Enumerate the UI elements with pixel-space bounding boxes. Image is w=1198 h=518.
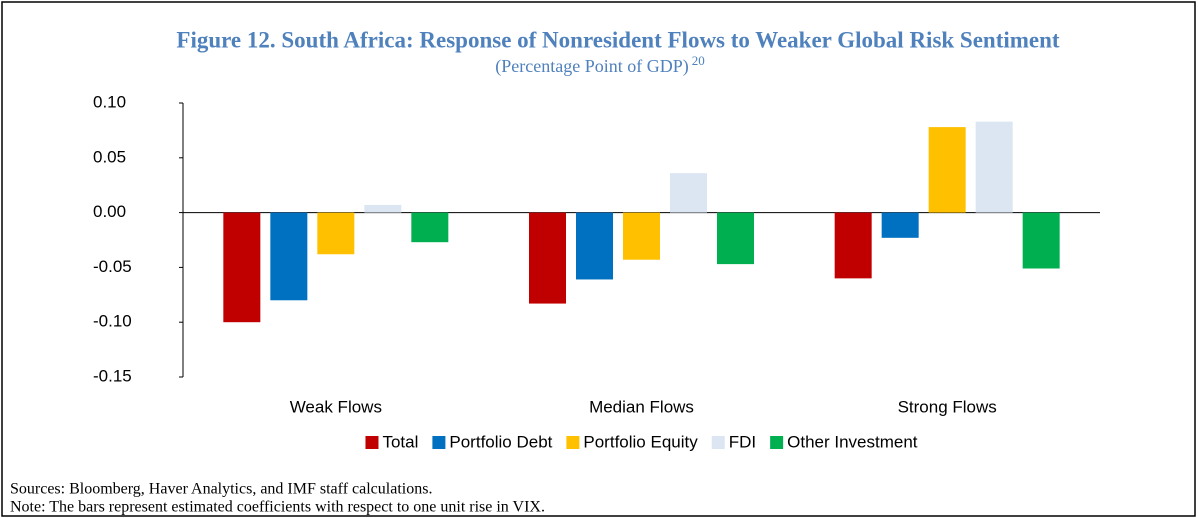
y-tick-label: 0.00	[93, 202, 126, 221]
y-tick-label: -0.10	[93, 312, 132, 331]
chart-subtitle: (Percentage Point of GDP) 20	[495, 53, 704, 77]
legend-swatch	[365, 436, 379, 449]
y-tick-label: 0.10	[93, 92, 126, 111]
bar	[529, 212, 566, 304]
bar	[223, 212, 261, 323]
bar	[270, 212, 308, 301]
bar	[717, 212, 754, 265]
note: Note: The bars represent estimated coeff…	[10, 499, 545, 516]
x-tick-label: Weak Flows	[290, 397, 382, 416]
y-tick-label: -0.05	[93, 257, 132, 276]
footnote-ref: 20	[692, 53, 705, 68]
bar	[411, 212, 449, 243]
bar	[623, 212, 660, 260]
bar	[364, 204, 402, 213]
legend-label: Portfolio Equity	[583, 432, 698, 451]
legend-label: Portfolio Debt	[449, 432, 552, 451]
legend-swatch	[770, 436, 784, 449]
bar	[928, 127, 966, 213]
x-tick-label: Strong Flows	[898, 397, 997, 416]
bar	[576, 212, 613, 280]
legend-label: Other Investment	[787, 432, 918, 451]
y-tick-label: 0.05	[93, 147, 126, 166]
bar	[881, 212, 919, 238]
legend-label: FDI	[729, 432, 756, 451]
legend-swatch	[566, 436, 580, 449]
x-tick-label: Median Flows	[589, 397, 694, 416]
chart-title: Figure 12. South Africa: Response of Non…	[176, 27, 1060, 52]
bar	[670, 173, 707, 213]
bar	[317, 212, 355, 255]
legend-swatch	[432, 436, 446, 449]
bar	[1022, 212, 1060, 269]
sources: Sources: Bloomberg, Haver Analytics, and…	[10, 481, 432, 498]
bar	[975, 121, 1013, 213]
bar	[834, 212, 872, 279]
legend-label: Total	[382, 432, 418, 451]
subtitle-text: (Percentage Point of GDP)	[495, 56, 688, 77]
legend-swatch	[711, 436, 725, 449]
y-tick-label: -0.15	[93, 366, 132, 385]
